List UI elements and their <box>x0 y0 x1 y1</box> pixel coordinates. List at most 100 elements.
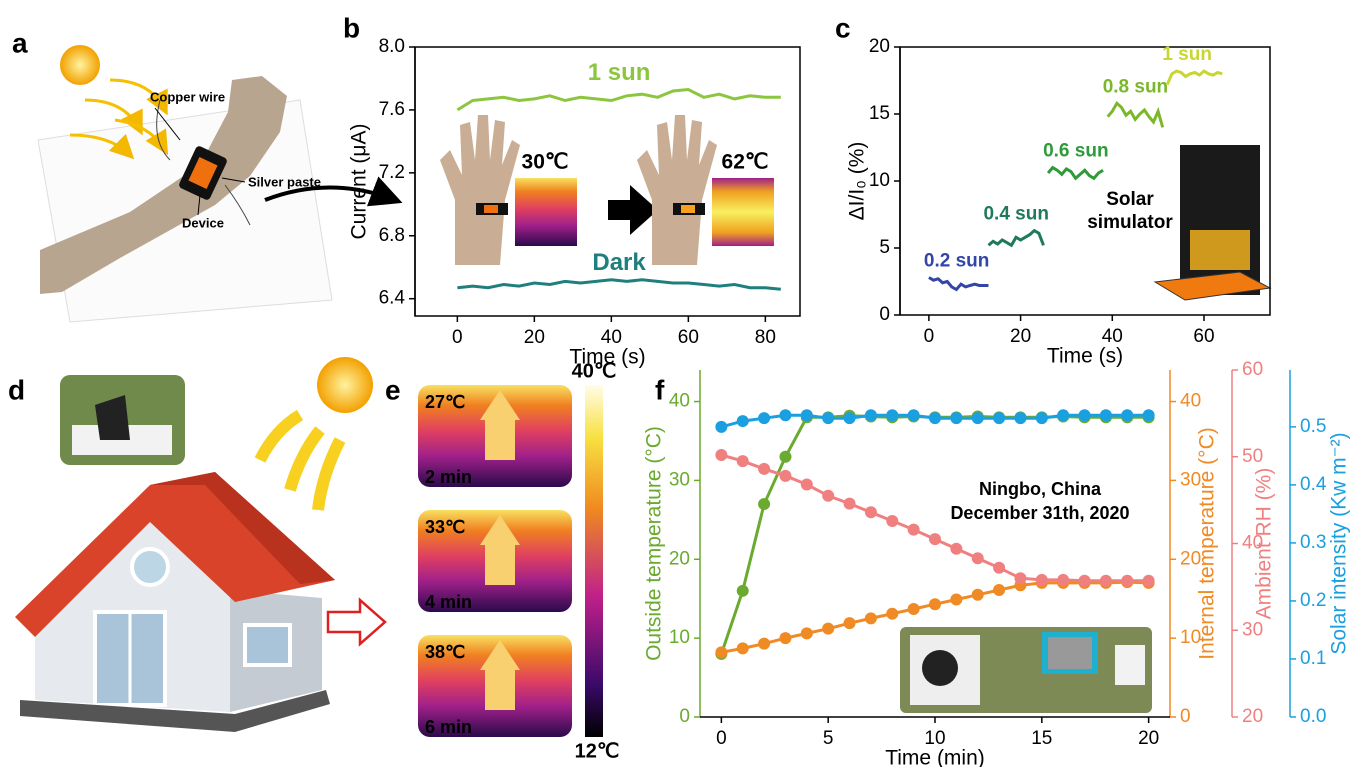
figure: Copper wire Silver paste Device <box>0 0 1354 767</box>
annotation: 2 min <box>425 467 472 487</box>
marker <box>822 490 834 502</box>
series-label: 0.6 sun <box>1043 141 1108 162</box>
marker <box>737 415 749 427</box>
marker <box>758 412 770 424</box>
annotation: Solar <box>1106 189 1154 210</box>
marker <box>844 498 856 510</box>
series-label: 1 sun <box>1162 44 1212 65</box>
marker <box>1100 575 1112 587</box>
marker <box>779 470 791 482</box>
marker <box>1057 409 1069 421</box>
annotation: Ningbo, China <box>979 479 1102 499</box>
x-tick-label: 20 <box>1010 326 1031 347</box>
y-tick-label: 0 <box>879 304 890 325</box>
annotation: 4 min <box>425 592 472 612</box>
marker <box>972 589 984 601</box>
axis-title: Solar intensity (Kw m⁻²) <box>1328 432 1351 654</box>
y-tick-label: 40 <box>1180 391 1201 412</box>
marker <box>972 412 984 424</box>
marker <box>1036 574 1048 586</box>
y-tick-label: 0.3 <box>1300 532 1326 553</box>
marker <box>886 608 898 620</box>
marker <box>950 543 962 555</box>
y-tick-label: 20 <box>1242 706 1263 727</box>
series-label: 0.2 sun <box>924 250 989 271</box>
annotation: Silver paste <box>248 174 321 189</box>
marker <box>1036 412 1048 424</box>
marker <box>1121 575 1133 587</box>
y-tick-label: 0.2 <box>1300 590 1326 611</box>
marker <box>886 515 898 527</box>
axis-title: Time (s) <box>1047 345 1123 368</box>
marker <box>737 585 749 597</box>
y-tick-label: 6.4 <box>379 288 406 309</box>
marker <box>1014 412 1026 424</box>
y-tick-label: 10 <box>869 170 890 191</box>
y-tick-label: 0.4 <box>1300 474 1327 495</box>
y-tick-label: 30 <box>1242 619 1263 640</box>
series-line <box>929 278 989 290</box>
y-tick-label: 50 <box>1242 446 1263 467</box>
marker <box>908 409 920 421</box>
annotation: 6 min <box>425 717 472 737</box>
y-tick-label: 0 <box>1180 706 1191 727</box>
y-tick-label: 20 <box>869 36 890 57</box>
y-tick-label: 10 <box>669 627 690 648</box>
axis-title: Internal temperature (°C) <box>1196 427 1219 660</box>
x-tick-label: 60 <box>678 327 699 348</box>
annotation: 27℃ <box>425 392 465 412</box>
y-tick-label: 7.6 <box>379 99 405 120</box>
marker <box>737 455 749 467</box>
series-line <box>1048 168 1103 179</box>
x-tick-label: 0 <box>452 327 463 348</box>
marker <box>865 506 877 518</box>
marker <box>886 409 898 421</box>
x-tick-label: 0 <box>716 728 727 749</box>
annotation: Device <box>182 215 224 230</box>
panel-label: d <box>8 374 25 405</box>
marker <box>779 451 791 463</box>
marker <box>929 598 941 610</box>
annotation: simulator <box>1087 212 1173 233</box>
colorbar-label: 12℃ <box>575 740 620 762</box>
axis-title: Current (μA) <box>348 124 371 240</box>
marker <box>1079 409 1091 421</box>
y-tick-label: 60 <box>1242 359 1263 380</box>
y-tick-label: 0 <box>679 706 690 727</box>
marker <box>715 449 727 461</box>
annotation: 33℃ <box>425 517 465 537</box>
panel-label: c <box>835 12 851 43</box>
marker <box>1143 575 1155 587</box>
marker <box>908 603 920 615</box>
marker <box>844 617 856 629</box>
marker <box>908 524 920 536</box>
marker <box>993 584 1005 596</box>
marker <box>972 552 984 564</box>
marker <box>1143 409 1155 421</box>
series-label: 1 sun <box>588 59 651 86</box>
marker <box>950 593 962 605</box>
marker <box>1057 574 1069 586</box>
marker <box>801 409 813 421</box>
marker <box>737 642 749 654</box>
marker <box>929 412 941 424</box>
annotation: 38℃ <box>425 642 465 662</box>
marker <box>844 412 856 424</box>
marker <box>993 562 1005 574</box>
x-tick-label: 15 <box>1031 728 1052 749</box>
axis-title: Outside temperature (°C) <box>643 426 666 661</box>
y-tick-label: 8.0 <box>379 36 405 57</box>
marker <box>929 533 941 545</box>
series-line <box>457 90 780 110</box>
y-tick-label: 20 <box>669 548 690 569</box>
marker <box>1100 409 1112 421</box>
marker <box>715 421 727 433</box>
series-line <box>457 280 780 290</box>
annotation: December 31th, 2020 <box>950 503 1129 523</box>
panel-label: a <box>12 27 28 58</box>
y-tick-label: 7.2 <box>379 162 405 183</box>
inset-label: 62℃ <box>722 151 769 174</box>
axis-title: Time (min) <box>885 747 985 767</box>
x-tick-label: 0 <box>924 326 935 347</box>
y-tick-label: 5 <box>879 237 890 258</box>
